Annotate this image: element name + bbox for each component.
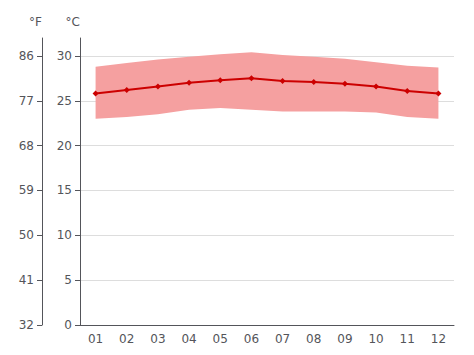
svg-text:86: 86 [19,49,34,63]
svg-text:09: 09 [337,332,352,346]
svg-text:03: 03 [150,332,165,346]
svg-text:06: 06 [244,332,259,346]
svg-text:10: 10 [368,332,383,346]
svg-text:08: 08 [306,332,321,346]
svg-text:50: 50 [19,228,34,242]
svg-text:20: 20 [57,139,72,153]
svg-text:12: 12 [431,332,446,346]
svg-text:15: 15 [57,183,72,197]
svg-text:0: 0 [64,318,72,332]
svg-text:32: 32 [19,318,34,332]
svg-text:02: 02 [119,332,134,346]
svg-text:10: 10 [57,228,72,242]
svg-text:01: 01 [88,332,103,346]
svg-text:77: 77 [19,94,34,108]
svg-text:59: 59 [19,183,34,197]
svg-text:°F: °F [29,15,42,29]
svg-text:41: 41 [19,273,34,287]
svg-text:68: 68 [19,139,34,153]
svg-text:25: 25 [57,94,72,108]
svg-text:07: 07 [275,332,290,346]
svg-text:04: 04 [181,332,196,346]
svg-text:05: 05 [213,332,228,346]
svg-text:11: 11 [400,332,415,346]
svg-text:°C: °C [66,15,80,29]
svg-text:30: 30 [57,49,72,63]
svg-text:5: 5 [64,273,72,287]
